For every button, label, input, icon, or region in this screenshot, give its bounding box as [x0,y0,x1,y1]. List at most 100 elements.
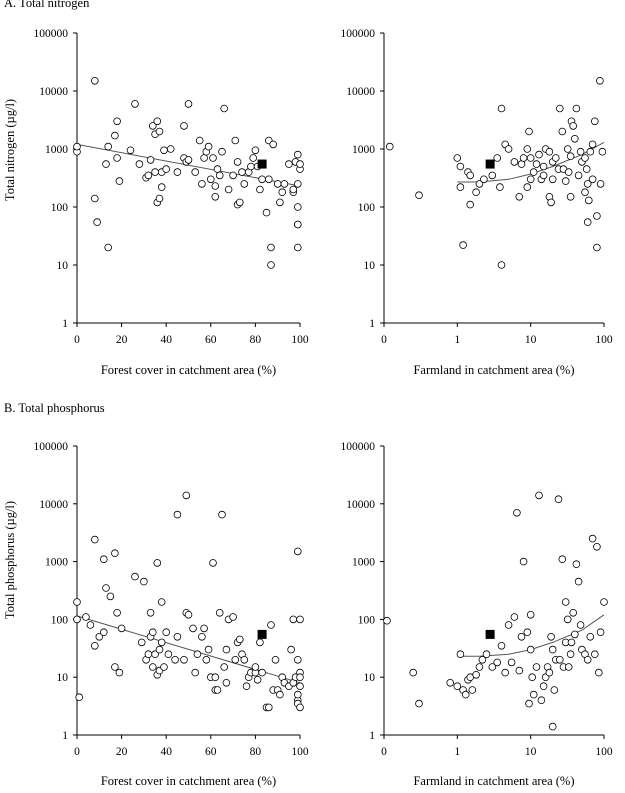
y-tick-label: 10000 [39,499,68,511]
data-point [593,542,601,551]
data-point [278,188,287,197]
data-point [456,162,465,171]
x-tick-label: 0 [74,334,80,346]
data-point [113,154,121,162]
data-point [207,175,215,184]
data-point [160,146,168,155]
x-tick-label: 0 [74,746,80,758]
data-point [233,158,242,166]
data-point [153,117,162,126]
data-point [149,122,157,130]
mean-marker [485,629,495,639]
data-point [229,613,237,621]
data-point [155,194,164,203]
data-point [276,198,284,207]
data-point [576,621,585,629]
data-point [497,261,506,269]
data-point [504,621,513,629]
data-point [211,673,220,681]
data-point [561,177,570,185]
data-point [200,154,208,162]
data-point [526,175,535,184]
data-point [204,645,213,654]
data-point [513,508,521,517]
data-point [563,145,572,153]
data-point [572,560,581,568]
x-axis-label: Forest cover in catchment area (%) [101,363,276,377]
y-tick-label: 10000 [39,86,68,98]
y-tick-label: 1 [369,318,375,330]
y-tick-label: 100 [51,202,69,214]
x-tick-label: 100 [291,746,309,758]
data-point [157,183,166,191]
data-point [296,673,304,681]
data-point [507,658,516,667]
data-point [173,632,182,641]
data-point [173,168,182,176]
x-tick-label: 0 [381,746,387,758]
data-point [528,673,536,681]
x-axis-label: Forest cover in catchment area (%) [101,774,276,788]
data-point [213,165,222,173]
data-point [583,655,592,664]
data-point [415,191,423,200]
data-point [515,193,524,201]
mean-marker [257,159,267,169]
data-point [215,608,224,617]
data-point [293,243,302,252]
data-point [204,142,213,151]
data-point [598,147,607,156]
x-axis-label: Farmland in catchment area (%) [413,774,574,788]
data-point [529,690,538,699]
x-tick-label: 100 [595,334,613,346]
data-point [91,641,99,650]
y-tick-label: 100000 [34,441,69,453]
data-point [475,663,484,671]
data-point [153,559,162,567]
data-point [551,154,560,162]
data-point [182,491,191,500]
data-point [593,212,601,220]
data-point [231,655,240,664]
data-point [539,162,548,171]
y-tick-label: 100000 [34,28,69,40]
data-point [111,663,119,671]
data-point [590,117,599,126]
data-point [140,577,148,586]
data-point [267,243,275,252]
data-point [189,624,197,633]
x-tick-label: 40 [160,746,172,758]
data-point [91,535,99,544]
data-point [596,628,605,636]
data-point [496,183,504,191]
x-tick-label: 20 [116,334,128,346]
data-point [135,160,144,168]
y-tick-label: 10 [57,260,69,272]
data-point [456,650,465,658]
data-point [289,615,298,624]
data-point [523,183,532,191]
data-point [554,495,563,504]
data-point [561,598,570,606]
data-point [267,621,275,629]
data-point [73,142,81,151]
data-point [567,638,576,647]
data-point [73,598,81,606]
data-point [222,678,231,687]
x-tick-label: 100 [595,746,613,758]
data-point [510,158,519,166]
y-tick-label: 1000 [352,144,375,156]
data-point [574,577,583,586]
data-point [493,154,502,162]
data-point [497,641,506,650]
data-point [238,168,246,176]
data-point [482,650,491,658]
data-point [273,180,282,188]
data-point [209,154,217,162]
data-point [117,624,126,633]
data-point [137,638,146,647]
data-point [532,160,541,168]
data-point [526,645,535,654]
data-point [548,722,557,731]
data-point [155,127,164,136]
